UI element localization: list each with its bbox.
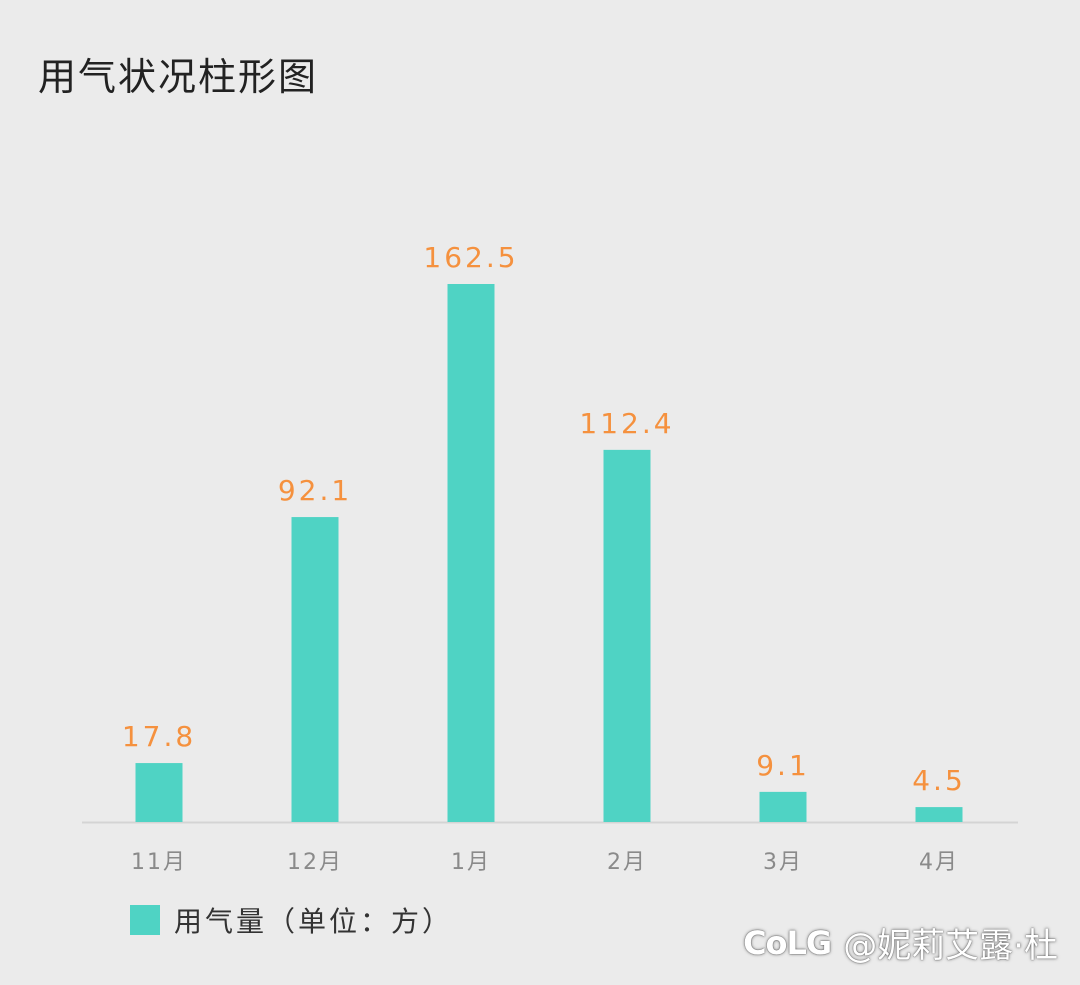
watermark-logo: CoLG [743, 923, 832, 962]
value-label-3: 162.5 [423, 241, 518, 274]
x-tick-label-2: 12月 [287, 850, 343, 875]
value-label-6: 4.5 [912, 764, 966, 797]
bar-2 [291, 517, 339, 822]
chart-title: 用气状况柱形图 [38, 55, 319, 99]
legend-label: 用气量（单位：方） [174, 905, 454, 938]
x-tick-label-1: 11月 [131, 850, 187, 875]
value-label-1: 17.8 [122, 720, 196, 753]
watermark-text: @妮莉艾露·杜 [843, 926, 1058, 966]
x-tick-label-6: 4月 [919, 850, 959, 875]
x-tick-label-4: 2月 [607, 850, 647, 875]
value-label-4: 112.4 [579, 407, 674, 440]
x-tick-label-3: 1月 [451, 850, 491, 875]
value-label-5: 9.1 [756, 749, 810, 782]
legend: 用气量（单位：方） [130, 900, 453, 940]
bar-1 [135, 763, 183, 822]
bar-6 [915, 807, 963, 822]
legend-swatch [130, 905, 160, 935]
x-tick-label-5: 3月 [763, 850, 803, 875]
value-label-2: 92.1 [278, 474, 352, 507]
watermark: CoLG @妮莉艾露·杜 [743, 918, 1058, 967]
bar-3 [447, 284, 495, 822]
bar-4 [603, 449, 651, 822]
bar-5 [759, 791, 807, 822]
